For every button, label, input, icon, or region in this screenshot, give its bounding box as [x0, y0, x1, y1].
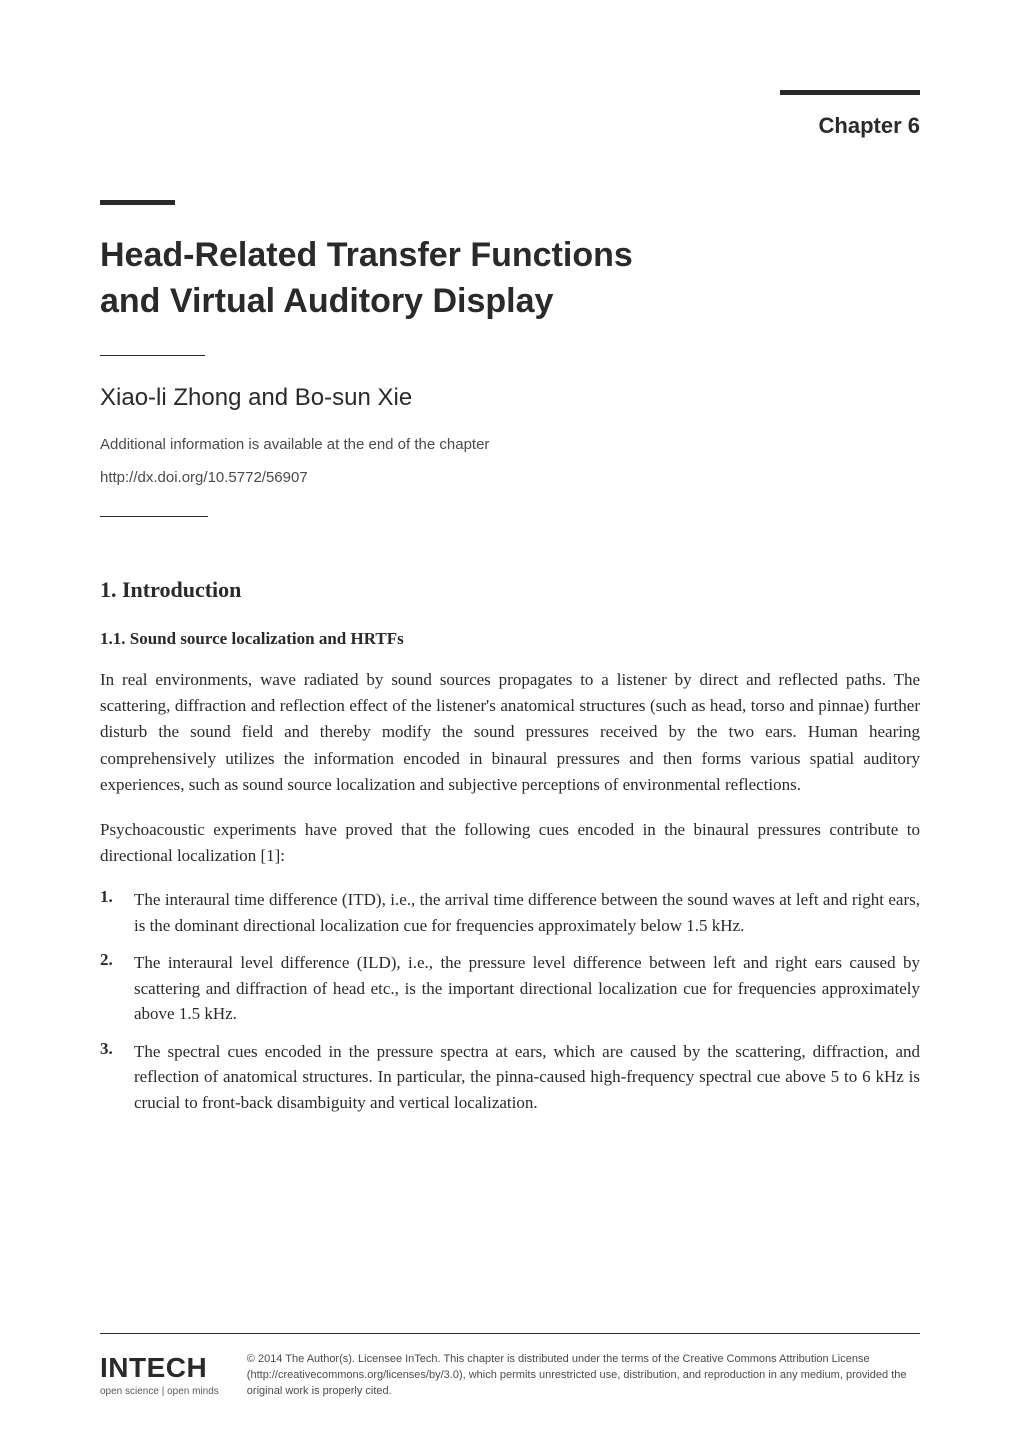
- chapter-marker-line: [780, 90, 920, 95]
- chapter-title: Head-Related Transfer Functions and Virt…: [100, 233, 920, 325]
- copyright-text: © 2014 The Author(s). Licensee InTech. T…: [247, 1352, 920, 1400]
- doi-link: http://dx.doi.org/10.5772/56907: [100, 469, 920, 486]
- title-section: Head-Related Transfer Functions and Virt…: [100, 200, 920, 517]
- chapter-label: Chapter 6: [780, 113, 920, 139]
- publisher-logo: INTECH open science | open minds: [100, 1352, 219, 1397]
- list-number: 3.: [100, 1039, 134, 1116]
- list-text: The spectral cues encoded in the pressur…: [134, 1039, 920, 1116]
- title-marker-line: [100, 200, 175, 205]
- footer: INTECH open science | open minds © 2014 …: [100, 1333, 920, 1400]
- subsection-heading: 1.1. Sound source localization and HRTFs: [100, 629, 920, 649]
- footer-content: INTECH open science | open minds © 2014 …: [100, 1352, 920, 1400]
- list-item: 2. The interaural level difference (ILD)…: [100, 950, 920, 1027]
- author-divider: [100, 355, 205, 356]
- list-number: 2.: [100, 950, 134, 1027]
- paragraph-1: In real environments, wave radiated by s…: [100, 667, 920, 799]
- logo-text: INTECH: [100, 1352, 219, 1384]
- content-divider: [100, 516, 208, 517]
- paragraph-2: Psychoacoustic experiments have proved t…: [100, 817, 920, 870]
- list-text: The interaural time difference (ITD), i.…: [134, 887, 920, 938]
- content-body: 1. Introduction 1.1. Sound source locali…: [100, 577, 920, 1115]
- list-number: 1.: [100, 887, 134, 938]
- logo-tagline: open science | open minds: [100, 1386, 219, 1397]
- footer-divider: [100, 1333, 920, 1334]
- title-line-1: Head-Related Transfer Functions: [100, 236, 633, 274]
- authors: Xiao-li Zhong and Bo-sun Xie: [100, 384, 920, 412]
- chapter-marker: Chapter 6: [780, 90, 920, 139]
- list-text: The interaural level difference (ILD), i…: [134, 950, 920, 1027]
- additional-info: Additional information is available at t…: [100, 436, 920, 453]
- title-line-2: and Virtual Auditory Display: [100, 282, 553, 320]
- section-heading: 1. Introduction: [100, 577, 920, 603]
- list-item: 3. The spectral cues encoded in the pres…: [100, 1039, 920, 1116]
- list-item: 1. The interaural time difference (ITD),…: [100, 887, 920, 938]
